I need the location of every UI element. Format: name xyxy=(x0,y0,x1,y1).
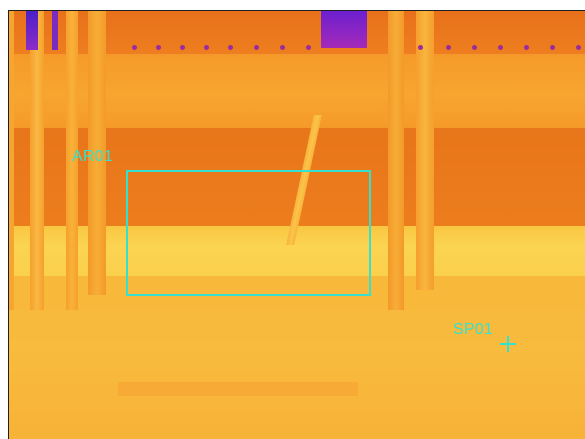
spot-meter-crosshair-icon[interactable] xyxy=(500,336,516,352)
pipe-vertical xyxy=(30,10,44,310)
rivet-dot xyxy=(132,45,137,50)
cold-spot xyxy=(26,10,38,50)
rivet-dot xyxy=(180,45,185,50)
rivet-dot xyxy=(446,45,451,50)
rivet-dot xyxy=(306,45,311,50)
rivet-dot xyxy=(550,45,555,50)
pipe-vertical xyxy=(416,10,434,290)
thermal-image xyxy=(8,10,585,439)
cold-spot xyxy=(52,10,58,50)
rivet-dot xyxy=(156,45,161,50)
rivet-dot xyxy=(472,45,477,50)
rivet-dot xyxy=(280,45,285,50)
rivet-dot xyxy=(576,45,581,50)
edge-post xyxy=(8,10,14,310)
spot-meter-label: SP01 xyxy=(453,321,493,338)
rivet-dot xyxy=(418,45,423,50)
measurement-area-label: AR01 xyxy=(72,148,113,165)
rivet-dot xyxy=(204,45,209,50)
rivet-dot xyxy=(228,45,233,50)
lower-floor-band xyxy=(8,276,585,439)
measurement-area-box[interactable] xyxy=(126,170,371,296)
floor-reflection xyxy=(118,382,358,396)
rivet-dot xyxy=(498,45,503,50)
rivet-dot xyxy=(524,45,529,50)
rivet-row xyxy=(118,45,585,51)
pipe-vertical xyxy=(88,10,106,295)
cold-spot xyxy=(321,10,367,48)
pipe-vertical xyxy=(388,10,404,310)
pipe-vertical xyxy=(66,10,78,310)
rivet-dot xyxy=(254,45,259,50)
